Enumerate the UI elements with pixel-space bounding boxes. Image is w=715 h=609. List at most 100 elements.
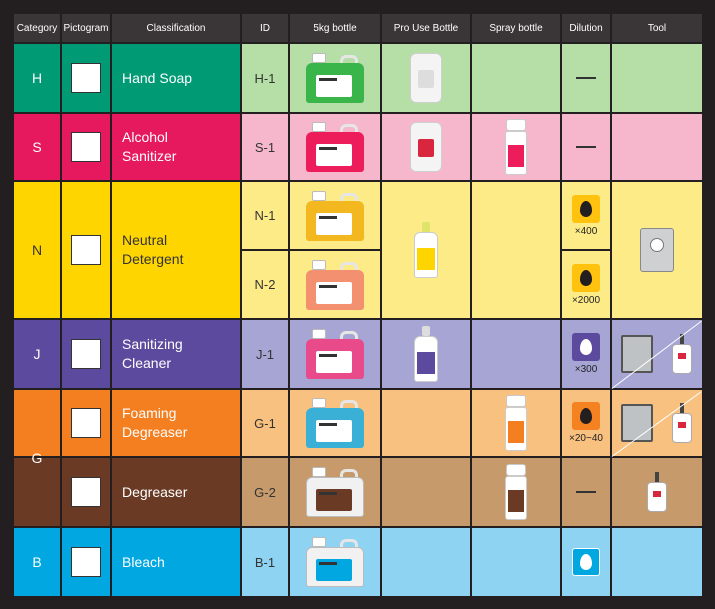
pump-sprayer-icon xyxy=(670,403,694,443)
spray-cell-h xyxy=(472,44,560,112)
id-h-1: H-1 xyxy=(242,44,288,112)
category-s: S xyxy=(14,114,60,180)
category-j: J xyxy=(14,320,60,388)
concentrated-drop-icon xyxy=(572,333,600,361)
dilution-ratio: ×400 xyxy=(574,225,598,237)
tool-cell-n xyxy=(612,182,702,318)
hand-soap-pictogram-icon xyxy=(71,63,101,93)
5kg-jug-icon xyxy=(306,537,364,587)
dilution-cell-g2 xyxy=(562,458,610,526)
dilution-cell-g1: ×20~40 xyxy=(562,390,610,456)
5kg-jug-icon xyxy=(306,190,364,241)
5kg-cell-s xyxy=(290,114,380,180)
category-g: G xyxy=(31,450,43,466)
pump-sprayer-icon xyxy=(645,472,669,512)
dilution-cell-n-2: ×2000 xyxy=(562,251,610,318)
header-id: ID xyxy=(242,14,288,42)
classification-g1: Foaming Degreaser xyxy=(112,390,240,456)
pro-use-cell-b xyxy=(382,528,470,596)
concentrated-drop-icon xyxy=(572,194,600,223)
header-tool: Tool xyxy=(612,14,702,42)
category-n: N xyxy=(14,182,60,318)
5kg-cell-n-2 xyxy=(290,251,380,318)
5kg-jug-icon xyxy=(306,53,364,103)
spray-bottle-icon xyxy=(502,395,530,451)
pictogram-cell-b xyxy=(62,528,110,596)
5kg-cell-g1 xyxy=(290,390,380,456)
header-dilution: Dilution xyxy=(562,14,610,42)
pictogram-cell-s xyxy=(62,114,110,180)
dilution-dispenser-icon xyxy=(640,228,674,272)
cleaning-cart-icon xyxy=(620,404,653,442)
pictogram-cell-n xyxy=(62,182,110,318)
category-h: H xyxy=(14,44,60,112)
classification-j: Sanitizing Cleaner xyxy=(112,320,240,388)
5kg-jug-icon xyxy=(306,398,364,448)
dash xyxy=(576,491,596,493)
spray-cell-g1 xyxy=(472,390,560,456)
5kg-cell-g2 xyxy=(290,458,380,526)
tool-cell-g2 xyxy=(612,458,702,526)
concentrated-drop-icon xyxy=(572,263,600,292)
classification-n: Neutral Detergent xyxy=(112,182,240,318)
5kg-cell-h xyxy=(290,44,380,112)
pro-use-cell-s xyxy=(382,114,470,180)
spray-bottle-icon xyxy=(502,464,530,520)
5kg-cell-n-1 xyxy=(290,182,380,249)
spray-cell-j xyxy=(472,320,560,388)
spray-cell-g2 xyxy=(472,458,560,526)
header-pro-use-bottle: Pro Use Bottle xyxy=(382,14,470,42)
id-n-1: N-1 xyxy=(242,182,288,249)
5kg-cell-j xyxy=(290,320,380,388)
id-g-1: G-1 xyxy=(242,390,288,456)
pro-use-cell-g2 xyxy=(382,458,470,526)
tool-cell-h xyxy=(612,44,702,112)
5kg-jug-icon xyxy=(306,259,364,310)
neutral-detergent-pictogram-icon xyxy=(71,235,101,265)
dilution-ratio: ×20~40 xyxy=(569,433,603,444)
pro-use-bottle-icon xyxy=(413,222,439,278)
tool-cell-s xyxy=(612,114,702,180)
5kg-jug-icon xyxy=(306,467,364,517)
cleaning-cart-icon xyxy=(620,335,653,373)
pictogram-cell-g2 xyxy=(62,458,110,526)
concentrated-drop-icon xyxy=(572,548,600,576)
dispenser-icon xyxy=(410,122,442,172)
header-spray-bottle: Spray bottle xyxy=(472,14,560,42)
pictogram-cell-g1 xyxy=(62,390,110,456)
id-n-2: N-2 xyxy=(242,251,288,318)
pro-use-cell-h xyxy=(382,44,470,112)
bleach-pictogram-icon xyxy=(71,547,101,577)
category-g-top xyxy=(14,390,60,456)
spray-cell-b xyxy=(472,528,560,596)
header-classification: Classification xyxy=(112,14,240,42)
dash xyxy=(576,146,596,148)
dispenser-icon xyxy=(410,53,442,103)
pro-use-cell-n xyxy=(382,182,470,318)
5kg-jug-icon xyxy=(306,122,364,172)
classification-h: Hand Soap xyxy=(112,44,240,112)
sanitizing-cleaner-pictogram-icon xyxy=(71,339,101,369)
degreaser-pictogram-icon xyxy=(71,477,101,507)
pictogram-cell-j xyxy=(62,320,110,388)
classification-b: Bleach xyxy=(112,528,240,596)
category-b: B xyxy=(14,528,60,596)
5kg-cell-b xyxy=(290,528,380,596)
dilution-ratio: ×2000 xyxy=(571,294,601,306)
pump-sprayer-icon xyxy=(670,334,694,374)
classification-s: Alcohol Sanitizer xyxy=(112,114,240,180)
dilution-cell-h xyxy=(562,44,610,112)
pictogram-cell-h xyxy=(62,44,110,112)
dash xyxy=(576,77,596,79)
classification-g2: Degreaser xyxy=(112,458,240,526)
5kg-jug-icon xyxy=(306,329,364,379)
id-b-1: B-1 xyxy=(242,528,288,596)
dilution-cell-b xyxy=(562,528,610,596)
tool-cell-b xyxy=(612,528,702,596)
dilution-cell-s xyxy=(562,114,610,180)
spray-cell-s xyxy=(472,114,560,180)
dilution-ratio: ×300 xyxy=(574,364,598,375)
pro-use-bottle-icon xyxy=(413,326,439,382)
header-category: Category xyxy=(14,14,60,42)
